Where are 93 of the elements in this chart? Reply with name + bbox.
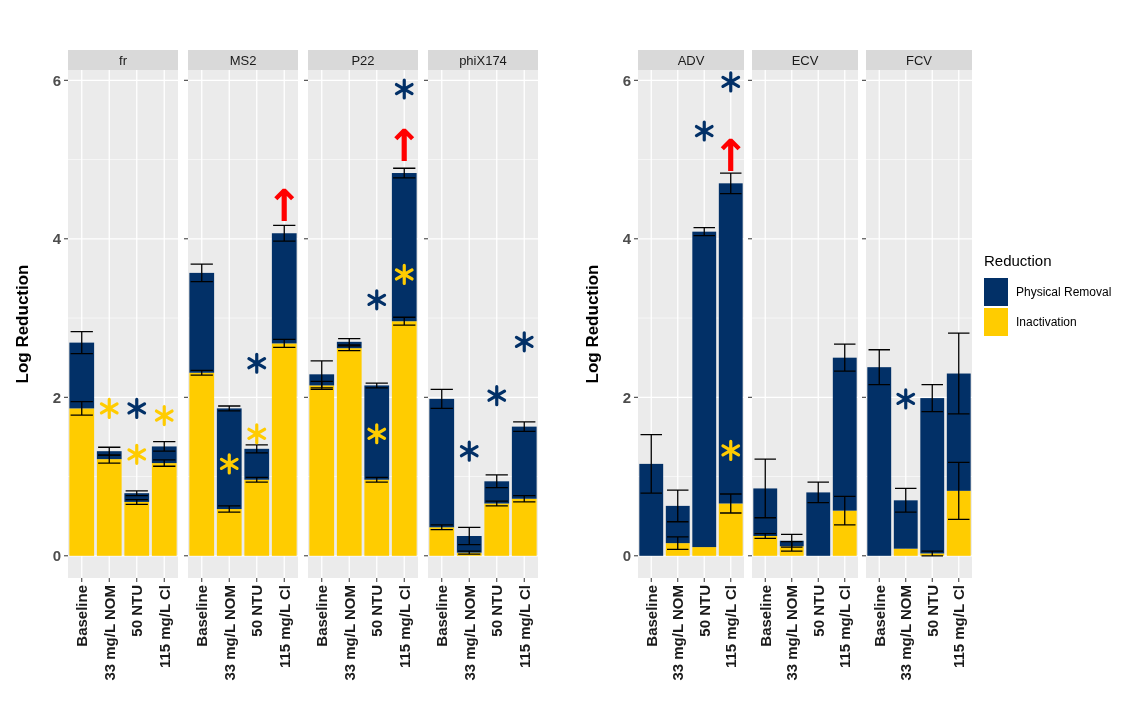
x-tick-label: 115 mg/L Cl — [275, 585, 293, 669]
bar — [364, 385, 390, 480]
x-tick-label: 115 mg/L Cl — [395, 585, 413, 669]
x-tick-label: 33 mg/L NOM — [897, 585, 915, 681]
bar — [946, 490, 971, 556]
chart-title: ADV — [677, 52, 705, 68]
x-tick-label: Baseline — [193, 585, 211, 647]
bar — [893, 548, 918, 556]
bar — [832, 357, 857, 511]
bar — [124, 501, 150, 556]
y-tick-label: 4 — [622, 230, 632, 248]
bar — [336, 348, 362, 556]
bar — [484, 503, 510, 556]
bar — [391, 321, 417, 556]
chart-title: phiX174 — [459, 52, 507, 68]
x-tick-label: 50 NTU — [695, 585, 713, 637]
bar — [189, 372, 215, 556]
bar — [511, 426, 537, 499]
bar — [216, 509, 242, 556]
x-tick-label: Baseline — [870, 585, 888, 647]
y-tick-label: 0 — [622, 547, 631, 565]
bar — [665, 543, 690, 556]
bar — [309, 385, 335, 556]
chart-title: FCV — [906, 52, 933, 68]
x-tick-label: 115 mg/L Cl — [155, 585, 173, 669]
x-tick-label: 33 mg/L NOM — [669, 585, 687, 681]
bar — [806, 492, 831, 556]
x-tick-label: 33 mg/L NOM — [783, 585, 801, 681]
bar — [665, 505, 690, 544]
x-tick-label: 33 mg/L NOM — [460, 585, 478, 681]
x-tick-label: Baseline — [756, 585, 774, 647]
bar — [364, 479, 390, 556]
chart-title: P22 — [351, 52, 375, 68]
bar — [216, 408, 242, 510]
x-tick-label: 50 NTU — [368, 585, 386, 637]
bar — [151, 463, 177, 556]
y-tick-label: 0 — [52, 547, 61, 565]
y-axis-title: Log Reduction — [13, 264, 32, 384]
bar — [244, 479, 270, 556]
annotation: ↑ — [712, 130, 750, 182]
bar — [511, 498, 537, 556]
x-tick-label: 115 mg/L Cl — [722, 585, 740, 669]
bar — [189, 272, 215, 373]
chart-title: MS2 — [229, 52, 257, 68]
bar — [429, 527, 455, 556]
y-tick-label: 2 — [622, 388, 631, 406]
bar — [718, 503, 743, 556]
y-axis-title: Log Reduction — [583, 264, 602, 384]
bar — [692, 547, 717, 556]
x-tick-label: 50 NTU — [809, 585, 827, 637]
legend-title: Reduction — [984, 252, 1052, 269]
x-tick-label: Baseline — [433, 585, 451, 647]
legend-label: Inactivation — [1016, 315, 1077, 329]
bar — [946, 373, 971, 491]
x-tick-label: Baseline — [313, 585, 331, 647]
bar — [753, 488, 778, 536]
x-tick-label: Baseline — [642, 585, 660, 647]
bar — [639, 463, 664, 556]
chart-title: ECV — [791, 52, 819, 68]
bar — [96, 459, 122, 556]
bar — [920, 398, 945, 554]
bar — [391, 173, 417, 322]
x-tick-label: 33 mg/L NOM — [100, 585, 118, 681]
bar — [753, 536, 778, 556]
x-tick-label: 50 NTU — [128, 585, 146, 637]
bar — [271, 343, 297, 556]
x-tick-label: 33 mg/L NOM — [340, 585, 358, 681]
bar — [718, 183, 743, 504]
y-tick-label: 2 — [52, 388, 61, 406]
x-tick-label: 33 mg/L NOM — [220, 585, 238, 681]
bar — [893, 500, 918, 549]
bar — [429, 398, 455, 528]
y-tick-label: 6 — [52, 71, 61, 89]
bar — [867, 367, 892, 556]
bar — [244, 448, 270, 480]
y-tick-label: 4 — [52, 230, 62, 248]
annotation: ↑ — [265, 180, 303, 232]
y-tick-label: 6 — [622, 71, 631, 89]
x-tick-label: 50 NTU — [248, 585, 266, 637]
chart-title: fr — [119, 52, 128, 68]
legend-label: Physical Removal — [1016, 285, 1112, 299]
bar — [69, 408, 95, 556]
bar — [69, 342, 95, 409]
bar — [271, 233, 297, 344]
annotation: ↑ — [385, 120, 423, 172]
x-tick-label: Baseline — [73, 585, 91, 647]
x-tick-label: 115 mg/L Cl — [515, 585, 533, 669]
x-tick-label: 115 mg/L Cl — [950, 585, 968, 669]
x-tick-label: 50 NTU — [923, 585, 941, 637]
bar — [692, 231, 717, 548]
bar — [832, 510, 857, 556]
x-tick-label: 50 NTU — [488, 585, 506, 637]
x-tick-label: 115 mg/L Cl — [836, 585, 854, 669]
